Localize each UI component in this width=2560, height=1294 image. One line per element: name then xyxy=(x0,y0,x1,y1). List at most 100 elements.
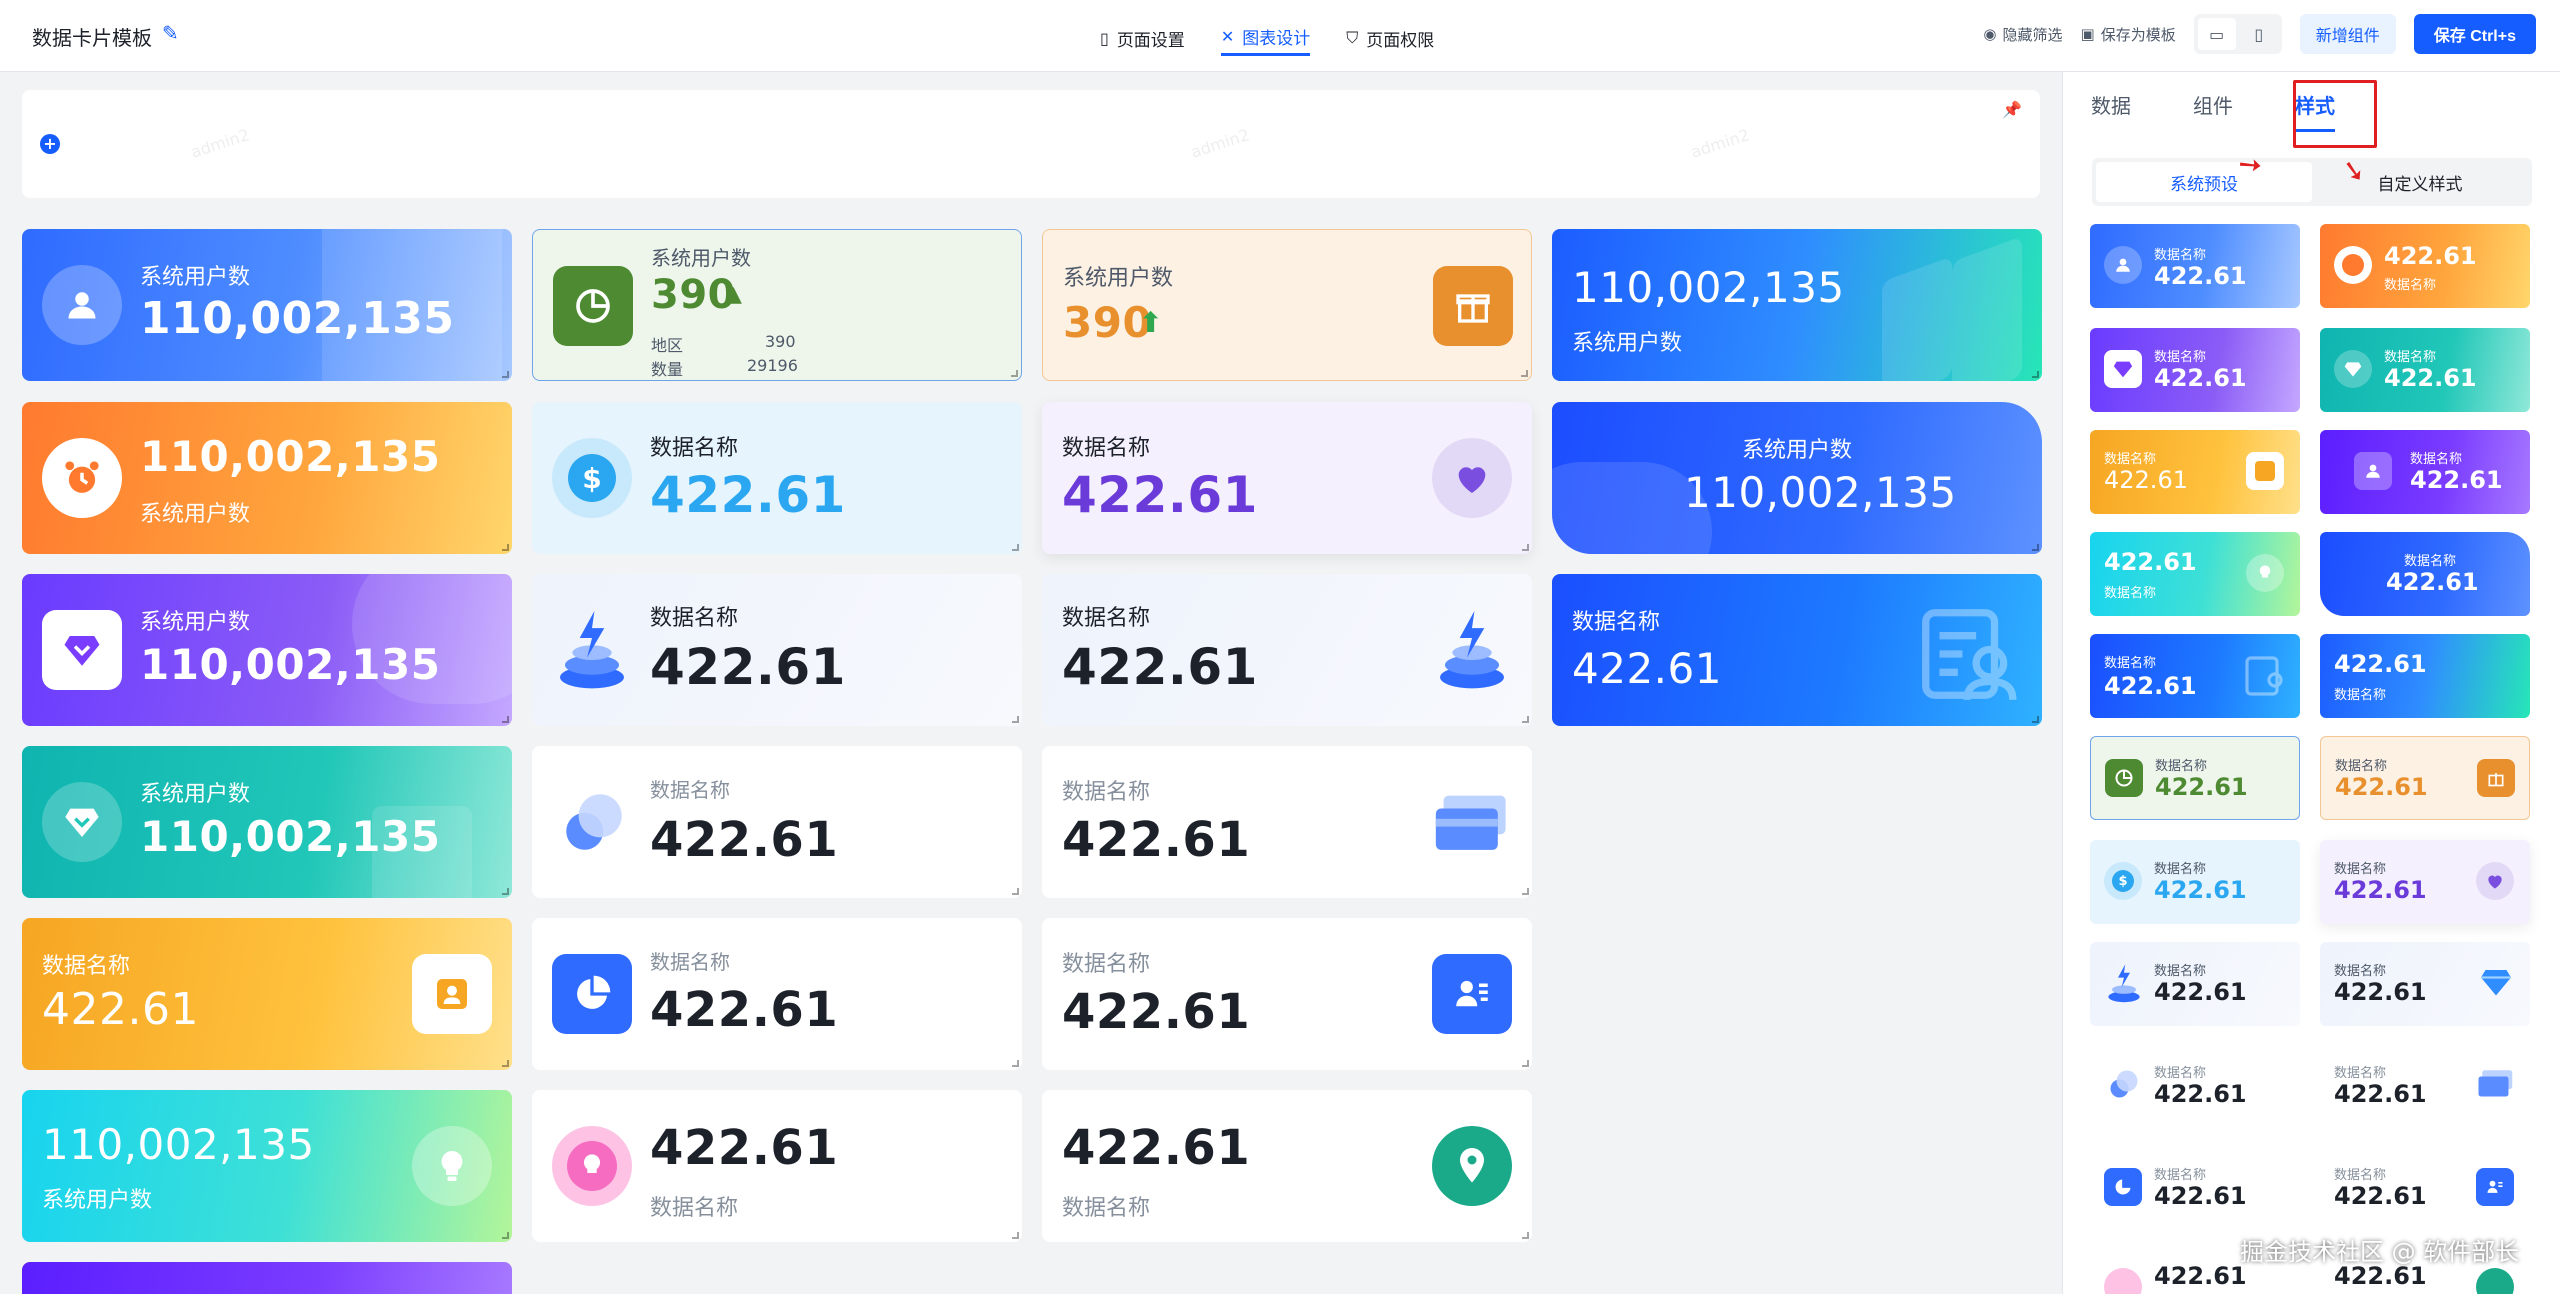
resize-handle[interactable] xyxy=(1522,1060,1529,1067)
resize-handle[interactable] xyxy=(1521,370,1528,377)
data-card[interactable]: 数据名称 422.61 xyxy=(1042,918,1532,1070)
tab-component[interactable]: 组件 xyxy=(2193,94,2233,118)
style-preset-thumb[interactable]: $ 数据名称 422.61 xyxy=(2090,840,2300,924)
data-card[interactable]: 系统用户数 110,002,135 xyxy=(22,574,512,726)
style-preset-thumb[interactable]: 数据名称 422.61 xyxy=(2090,942,2300,1026)
card-label: 数据名称 xyxy=(650,950,730,974)
add-component-button[interactable]: 新增组件 xyxy=(2299,14,2396,54)
thumb-value: 422.61 xyxy=(2334,1262,2427,1290)
resize-handle[interactable] xyxy=(2032,716,2039,723)
style-preset-thumb[interactable]: 422.61 xyxy=(2090,1248,2300,1294)
thumb-value: 422.61 xyxy=(2334,978,2427,1006)
dollar-icon: $ xyxy=(2104,862,2142,900)
hide-filter-button[interactable]: ◉ 隐藏筛选 xyxy=(1983,24,2062,45)
preset-style-option[interactable]: 系统预设 xyxy=(2096,162,2312,202)
data-card[interactable]: 数据名称 422.61 xyxy=(1042,402,1532,554)
resize-handle[interactable] xyxy=(502,544,509,551)
style-preset-thumb[interactable]: 422.61 数据名称 xyxy=(2320,634,2530,718)
data-card[interactable]: 数据名称 422.61 xyxy=(1042,574,1532,726)
resize-handle[interactable] xyxy=(502,1232,509,1239)
data-card[interactable]: 110,002,135 系统用户数 xyxy=(22,402,512,554)
style-preset-thumb[interactable]: 数据名称 422.61 xyxy=(2320,328,2530,412)
tab-page-settings[interactable]: ▯ 页面设置 xyxy=(1100,20,1185,56)
resize-handle[interactable] xyxy=(2032,371,2039,378)
gem-icon xyxy=(2476,962,2516,1002)
resize-handle[interactable] xyxy=(502,1060,509,1067)
tab-page-permission[interactable]: ⛉ 页面权限 xyxy=(1346,20,1434,56)
style-preset-thumb[interactable]: 422.61 数据名称 xyxy=(2090,532,2300,616)
style-preset-thumb[interactable]: 422.61 数据名称 xyxy=(2320,224,2530,308)
card-value: 422.61 xyxy=(1062,812,1251,868)
diamond-icon xyxy=(42,610,122,690)
thumb-label: 数据名称 xyxy=(2384,350,2437,365)
resize-handle[interactable] xyxy=(502,888,509,895)
style-preset-thumb[interactable]: 数据名称 422.61 xyxy=(2090,1044,2300,1128)
data-card[interactable]: 数据名称 422.61 xyxy=(22,918,512,1070)
style-preset-thumb[interactable]: 数据名称 422.61 xyxy=(2320,1146,2530,1230)
edit-title-icon[interactable]: ✎ xyxy=(162,21,179,45)
data-card[interactable]: 422.61 数据名称 xyxy=(532,1090,1022,1242)
style-preset-thumb[interactable]: 数据名称 422.61 xyxy=(2090,1146,2300,1230)
style-preset-thumb[interactable]: 数据名称 422.61 xyxy=(2090,224,2300,308)
thumb-value: 422.61 xyxy=(2410,466,2503,494)
style-preset-thumb[interactable]: 数据名称 422.61 xyxy=(2090,430,2300,514)
data-card[interactable]: 系统用户数 390 ⬆ xyxy=(1042,229,1532,381)
data-card[interactable]: 数据名称 422.61 xyxy=(1042,746,1532,898)
save-button[interactable]: 保存 Ctrl+s xyxy=(2413,14,2536,54)
style-preset-thumb[interactable]: 数据名称 422.61 xyxy=(2090,634,2300,718)
style-preset-thumb[interactable]: 422.61 xyxy=(2320,1248,2530,1294)
data-card[interactable]: 系统用户数 110,002,135 xyxy=(1552,402,2042,554)
alarm-clock-icon xyxy=(2334,246,2372,284)
resize-handle[interactable] xyxy=(1522,716,1529,723)
tab-chart-design[interactable]: ✕ 图表设计 xyxy=(1220,20,1311,56)
data-card[interactable]: 数据名称 422.61 xyxy=(532,918,1022,1070)
coins-icon xyxy=(554,782,634,862)
style-preset-thumb[interactable]: 数据名称 422.61 xyxy=(2320,532,2530,616)
add-filter-icon[interactable]: + xyxy=(40,134,60,154)
resize-handle[interactable] xyxy=(1012,888,1019,895)
style-preset-thumb[interactable]: 数据名称 422.61 xyxy=(2320,736,2530,820)
data-card[interactable] xyxy=(22,1262,512,1294)
data-card[interactable]: 数据名称 422.61 xyxy=(1552,574,2042,726)
tab-style[interactable]: 样式 xyxy=(2295,90,2335,132)
data-card[interactable]: 422.61 数据名称 xyxy=(1042,1090,1532,1242)
pin-icon[interactable]: 📌 xyxy=(2002,100,2022,119)
style-preset-thumb[interactable]: 数据名称 422.61 xyxy=(2090,328,2300,412)
resize-handle[interactable] xyxy=(1012,1232,1019,1239)
thumb-value: 422.61 xyxy=(2154,1262,2247,1290)
resize-handle[interactable] xyxy=(502,716,509,723)
save-template-button[interactable]: ▣ 保存为模板 xyxy=(2081,24,2176,45)
resize-handle[interactable] xyxy=(2032,544,2039,551)
style-preset-thumb[interactable]: 数据名称 422.61 xyxy=(2320,1044,2530,1128)
data-card[interactable]: $ 数据名称 422.61 xyxy=(532,402,1022,554)
data-card[interactable]: 110,002,135 系统用户数 xyxy=(1552,229,2042,381)
style-preset-thumb[interactable]: 数据名称 422.61 xyxy=(2320,942,2530,1026)
alarm-clock-icon xyxy=(42,438,122,518)
resize-handle[interactable] xyxy=(1012,544,1019,551)
style-preset-thumb[interactable]: 数据名称 422.61 xyxy=(2090,736,2300,820)
data-card[interactable]: 系统用户数 390 ▲ 地区 390 数量 29196 xyxy=(532,229,1022,381)
tablet-icon[interactable]: ▯ xyxy=(2254,24,2264,44)
tab-data[interactable]: 数据 xyxy=(2091,94,2131,118)
resize-handle[interactable] xyxy=(502,371,509,378)
style-preset-thumb[interactable]: 数据名称 422.61 xyxy=(2320,430,2530,514)
resize-handle[interactable] xyxy=(1012,1060,1019,1067)
style-preset-thumb[interactable]: 数据名称 422.61 xyxy=(2320,840,2530,924)
data-card[interactable]: 110,002,135 系统用户数 xyxy=(22,1090,512,1242)
data-card[interactable]: 数据名称 422.61 xyxy=(532,746,1022,898)
resize-handle[interactable] xyxy=(1522,544,1529,551)
profile-card-icon xyxy=(412,954,492,1034)
custom-style-option[interactable]: 自定义样式 xyxy=(2377,174,2463,195)
data-card[interactable]: 系统用户数 110,002,135 xyxy=(22,229,512,381)
resize-handle[interactable] xyxy=(1522,888,1529,895)
resize-handle[interactable] xyxy=(1011,370,1018,377)
thumb-value: 422.61 xyxy=(2386,568,2479,596)
eye-icon: ◉ xyxy=(1983,25,1997,43)
resize-handle[interactable] xyxy=(1522,1232,1529,1239)
card-value: 110,002,135 xyxy=(140,640,441,689)
thumb-value: 422.61 xyxy=(2154,978,2247,1006)
data-card[interactable]: 系统用户数 110,002,135 xyxy=(22,746,512,898)
data-card[interactable]: 数据名称 422.61 xyxy=(532,574,1022,726)
resize-handle[interactable] xyxy=(1012,716,1019,723)
desktop-icon[interactable]: ▭ xyxy=(2197,18,2236,50)
